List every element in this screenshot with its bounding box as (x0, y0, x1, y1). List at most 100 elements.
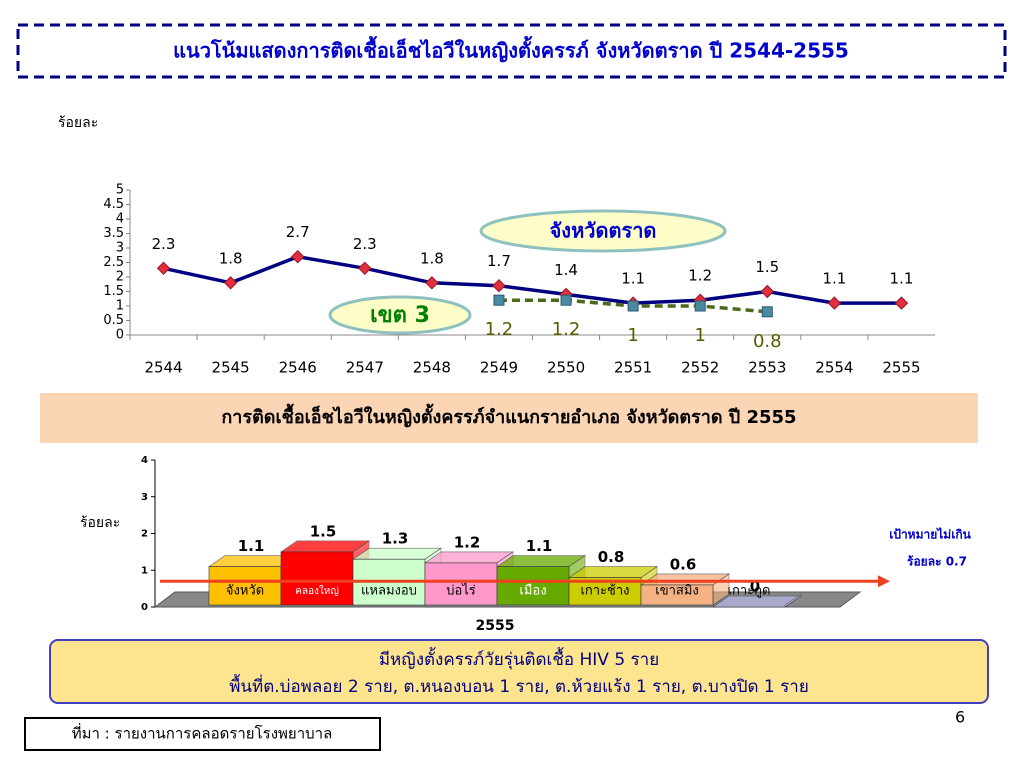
legend-oval (479, 209, 727, 253)
marker (492, 278, 506, 293)
target-label: เป้าหมายไม่เกิน (889, 527, 971, 542)
bar-side (784, 593, 802, 608)
data-label: 1.2 (485, 319, 514, 340)
data-label: 0.8 (598, 548, 625, 566)
y-tick-label: 4 (141, 455, 148, 466)
marker (493, 294, 505, 306)
x-tick-label: 2555 (882, 359, 920, 377)
marker (894, 296, 909, 310)
data-label: 1.1 (526, 537, 553, 555)
data-label: 1.2 (688, 267, 712, 285)
data-label: 1.1 (890, 270, 914, 288)
y-tick-label: 3 (116, 241, 124, 256)
data-label: 2.7 (286, 223, 310, 241)
heading-band (40, 393, 978, 443)
bar (424, 562, 498, 606)
target-label: ร้อยละ 0.7 (907, 555, 967, 569)
data-label: 1 (694, 325, 705, 346)
data-label: 1.5 (310, 522, 337, 540)
x-tick-label: เมือง (519, 583, 546, 599)
y-tick-label: 0.5 (103, 313, 124, 328)
y-tick-label: 0 (116, 328, 124, 343)
y-tick-label: 4.5 (103, 197, 124, 212)
bar (208, 566, 282, 606)
chart-title: การติดเชื้อเอ็ชไอวีในหญิงตั้งครรภ์จำแนกร… (221, 403, 796, 428)
y-tick-label: 0 (141, 602, 148, 613)
marker (223, 276, 238, 290)
x-tick-label: เขาสมิง (655, 584, 698, 599)
data-label: 1.4 (554, 261, 578, 279)
marker (760, 284, 774, 299)
legend-label: จังหวัดตราด (550, 219, 657, 243)
x-tick-label: 2550 (547, 359, 585, 377)
x-tick-label: 2545 (212, 359, 250, 377)
y-tick-label: 4 (116, 212, 124, 227)
x-tick-label: 2547 (346, 359, 384, 377)
data-label: 1.1 (621, 270, 645, 288)
target-arrow (878, 575, 890, 588)
y-tick-label: 1 (141, 565, 148, 576)
data-label: 1.3 (382, 530, 409, 548)
x-tick-label: 2549 (480, 359, 518, 377)
y-tick-label: 1.5 (103, 284, 124, 299)
source: ที่มา : รายงานการคลอดรายโรงพยาบาล (72, 723, 333, 743)
y-tick-label: 5 (116, 183, 124, 198)
y-tick-label: 2.5 (103, 255, 124, 270)
data-label: 1.5 (755, 258, 779, 276)
marker (425, 276, 439, 290)
marker (761, 306, 773, 318)
legend-oval (328, 295, 472, 335)
bar (496, 566, 570, 606)
data-label: 1.8 (219, 249, 243, 267)
data-label: 1.8 (420, 249, 444, 267)
info-box (49, 639, 989, 704)
x-tick-label: 2546 (279, 359, 317, 377)
series-line (163, 254, 902, 305)
x-tick-label: 2554 (815, 359, 853, 377)
marker (827, 296, 842, 310)
x-tick-label: เกาะกูด (728, 584, 771, 599)
source-box (24, 717, 381, 751)
data-label: 1.2 (454, 533, 481, 551)
x-tick-label: 2548 (413, 359, 451, 377)
marker (291, 249, 305, 264)
y-axis-label: ร้อยละ (80, 515, 120, 531)
data-label: 0.6 (670, 555, 697, 573)
x-tick-label: 2553 (748, 359, 786, 377)
x-tick-label: เกาะช้าง (580, 584, 629, 599)
y-tick-label: 3 (141, 492, 148, 503)
marker (694, 300, 706, 312)
legend-label: เขต 3 (370, 303, 430, 328)
x-tick-label: 2552 (681, 359, 719, 377)
x-tick-label: จังหวัด (226, 584, 264, 599)
y-tick-label: 2 (116, 270, 124, 285)
slide-title: แนวโน้มแสดงการติดเชื้อเอ็ชไอวีในหญิงตั้ง… (173, 36, 849, 63)
y-tick-label: 1 (116, 299, 124, 314)
y-tick-label: 2 (141, 529, 148, 540)
x-tick-label: 2551 (614, 359, 652, 377)
data-label: 1.1 (822, 270, 846, 288)
data-label: 1 (627, 325, 638, 346)
page-number: 6 (955, 708, 965, 727)
data-label: 2.3 (152, 235, 176, 253)
marker (560, 294, 572, 306)
x-axis-label: 2555 (476, 618, 515, 634)
x-tick-label: 2544 (144, 359, 182, 377)
marker (156, 261, 171, 276)
y-axis-label: ร้อยละ (58, 115, 98, 131)
bar (280, 551, 354, 606)
x-tick-label: บ่อไร่ (446, 583, 476, 599)
y-tick-label: 3.5 (103, 226, 124, 241)
data-label: 2.3 (353, 235, 377, 253)
marker (358, 261, 372, 276)
info-line: พื้นที่ต.บ่อพลอย 2 ราย, ต.หนองบอน 1 ราย,… (229, 674, 809, 697)
data-label: 1.2 (552, 319, 581, 340)
data-label: 0.8 (753, 331, 782, 352)
data-label: 1.7 (487, 252, 511, 270)
marker (627, 300, 639, 312)
data-label: 0 (750, 578, 760, 596)
x-tick-label: คลองใหญ่ (295, 585, 339, 597)
x-tick-label: แหลมงอบ (361, 584, 417, 599)
